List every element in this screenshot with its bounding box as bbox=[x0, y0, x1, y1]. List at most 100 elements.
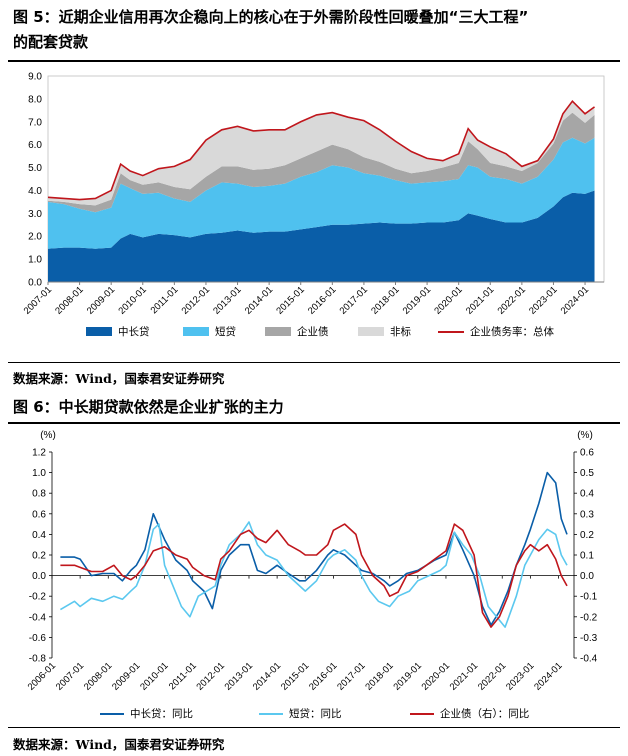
legend-label-enterprise-bond: 企业债 bbox=[297, 326, 329, 338]
legend-swatch-bond-yoy bbox=[410, 712, 434, 715]
legend-swatch-non-standard bbox=[358, 327, 384, 336]
figure5-top-rule bbox=[8, 60, 620, 62]
x-tick-label: 2012-01 bbox=[180, 284, 212, 316]
x-tick-label: 2009-01 bbox=[110, 660, 142, 692]
x-tick-label: 2015-01 bbox=[274, 284, 306, 316]
x-tick-label: 2023-01 bbox=[504, 660, 536, 692]
y-left-tick-label: 1.2 bbox=[32, 448, 46, 459]
y-tick-label: 3.0 bbox=[28, 209, 42, 220]
x-tick-label: 2021-01 bbox=[464, 284, 496, 316]
x-tick-label: 2014-01 bbox=[251, 660, 283, 692]
legend-label-total: 企业债务率：总体 bbox=[470, 326, 554, 338]
y-left-tick-label: 1.0 bbox=[32, 468, 46, 479]
figure6-title: 图 6：中长期贷款依然是企业扩张的主力 bbox=[13, 398, 284, 416]
line-mid-long-yoy bbox=[60, 471, 568, 626]
y-left-unit: (%) bbox=[40, 430, 56, 441]
y-tick-label: 4.0 bbox=[28, 186, 42, 197]
y-left-tick-label: 0.8 bbox=[32, 489, 46, 500]
legend-item-non-standard: 非标 bbox=[358, 324, 411, 339]
x-tick-label: 2010-01 bbox=[116, 284, 148, 316]
x-tick-label: 2007-01 bbox=[54, 660, 86, 692]
x-tick-label: 2013-01 bbox=[223, 660, 255, 692]
y-right-tick-label: -0.2 bbox=[580, 612, 598, 623]
area-series-1 bbox=[48, 190, 595, 282]
x-tick-label: 2017-01 bbox=[338, 284, 370, 316]
figure5-title-line1: 图 5：近期企业信用再次企稳向上的核心在于外需阶段性回暖叠加“三大工程” bbox=[13, 8, 529, 26]
y-right-tick-label: -0.3 bbox=[580, 633, 598, 644]
x-tick-label: 2009-01 bbox=[85, 284, 117, 316]
figure5-source: 数据来源：Wind，国泰君安证券研究 bbox=[13, 371, 225, 386]
y-tick-label: 1.0 bbox=[28, 255, 42, 266]
legend-swatch-short bbox=[183, 327, 209, 336]
y-right-unit: (%) bbox=[577, 430, 593, 441]
x-tick-label: 2014-01 bbox=[243, 284, 275, 316]
x-tick-label: 2024-01 bbox=[532, 660, 564, 692]
y-tick-label: 8.0 bbox=[28, 94, 42, 105]
y-tick-label: 6.0 bbox=[28, 140, 42, 151]
line-bond-yoy bbox=[60, 523, 568, 628]
y-right-tick-label: 0.4 bbox=[580, 489, 594, 500]
x-tick-label: 2022-01 bbox=[496, 284, 528, 316]
figure6-chart: (%) (%) -0.8 -0.6 -0.4 -0.2 0.0 0.2 0.4 0.6 0.8 1.0… bbox=[26, 430, 598, 693]
x-tick-label: 2012-01 bbox=[195, 660, 227, 692]
y-tick-label: 7.0 bbox=[28, 117, 42, 128]
legend-item-enterprise-bond: 企业债 bbox=[265, 324, 329, 339]
x-tick-label: 2018-01 bbox=[369, 284, 401, 316]
x-tick-label: 2008-01 bbox=[82, 660, 114, 692]
y-tick-label: 2.0 bbox=[28, 232, 42, 243]
x-tick-label: 2020-01 bbox=[420, 660, 452, 692]
y-right-tick-label: 0.5 bbox=[580, 468, 594, 479]
x-tick-label: 2016-01 bbox=[307, 660, 339, 692]
legend-label-mid-long: 中长贷 bbox=[118, 326, 150, 338]
legend-item-short-yoy: 短贷：同比 bbox=[259, 706, 342, 721]
legend-item-mid-long: 中长贷 bbox=[86, 324, 150, 339]
x-tick-label: 2010-01 bbox=[138, 660, 170, 692]
y-left-tick-label: 0.4 bbox=[32, 530, 46, 541]
y-tick-label: 9.0 bbox=[28, 72, 42, 83]
x-tick-label: 2011-01 bbox=[149, 284, 181, 316]
y-right-tick-label: 0.3 bbox=[580, 509, 594, 520]
figure5-chart: 0.0 1.0 2.0 3.0 4.0 5.0 6.0 7.0 8.0 9.0 2007-01 200… bbox=[22, 72, 605, 317]
figure6-top-rule bbox=[8, 422, 620, 424]
y-left-tick-label: 0.2 bbox=[32, 551, 46, 562]
legend-label-bond-yoy: 企业债（右）：同比 bbox=[440, 708, 530, 720]
legend-item-short: 短贷 bbox=[183, 324, 236, 339]
legend-label-short: 短贷 bbox=[215, 326, 236, 338]
x-tick-label: 2021-01 bbox=[448, 660, 480, 692]
area-series-4 bbox=[48, 101, 595, 206]
y-right-tick-label: 0.0 bbox=[580, 571, 594, 582]
y-right-tick-label: 0.1 bbox=[580, 551, 594, 562]
x-tick-label: 2007-01 bbox=[22, 284, 54, 316]
y-right-tick-label: -0.4 bbox=[580, 654, 598, 665]
line-short-yoy bbox=[59, 521, 568, 628]
y-right-tick-label: 0.6 bbox=[580, 448, 594, 459]
y-right-tick-label: 0.2 bbox=[580, 530, 594, 541]
figure6-source: 数据来源：Wind，国泰君安证券研究 bbox=[13, 737, 225, 752]
legend-item-total: 企业债务率：总体 bbox=[438, 324, 554, 339]
line-series-total bbox=[47, 99, 595, 201]
legend-swatch-mid-long-yoy bbox=[100, 712, 124, 715]
x-tick-label: 2015-01 bbox=[279, 660, 311, 692]
legend-label-short-yoy: 短贷：同比 bbox=[289, 708, 342, 720]
x-tick-label: 2020-01 bbox=[432, 284, 464, 316]
x-tick-label: 2013-01 bbox=[211, 284, 243, 316]
x-tick-label: 2024-01 bbox=[559, 284, 591, 316]
x-tick-label: 2006-01 bbox=[26, 660, 58, 692]
legend-label-mid-long-yoy: 中长贷：同比 bbox=[130, 708, 193, 720]
area-series-3 bbox=[48, 112, 595, 213]
y-tick-label: 0.0 bbox=[28, 278, 42, 289]
y-left-tick-label: -0.6 bbox=[29, 633, 47, 644]
legend-swatch-enterprise-bond bbox=[265, 327, 291, 336]
x-tick-label: 2019-01 bbox=[392, 660, 424, 692]
legend-label-non-standard: 非标 bbox=[390, 326, 411, 338]
y-left-tick-label: 0.6 bbox=[32, 509, 46, 520]
figure6-bottom-rule bbox=[8, 727, 620, 728]
figure5-title-line2: 的配套贷款 bbox=[13, 33, 89, 51]
y-left-tick-label: 0.0 bbox=[32, 571, 46, 582]
x-tick-label: 2011-01 bbox=[167, 660, 199, 692]
area-series-2 bbox=[48, 137, 595, 249]
x-tick-label: 2019-01 bbox=[401, 284, 433, 316]
figure5-bottom-rule bbox=[8, 362, 620, 363]
x-tick-label: 2017-01 bbox=[335, 660, 367, 692]
y-tick-label: 5.0 bbox=[28, 163, 42, 174]
